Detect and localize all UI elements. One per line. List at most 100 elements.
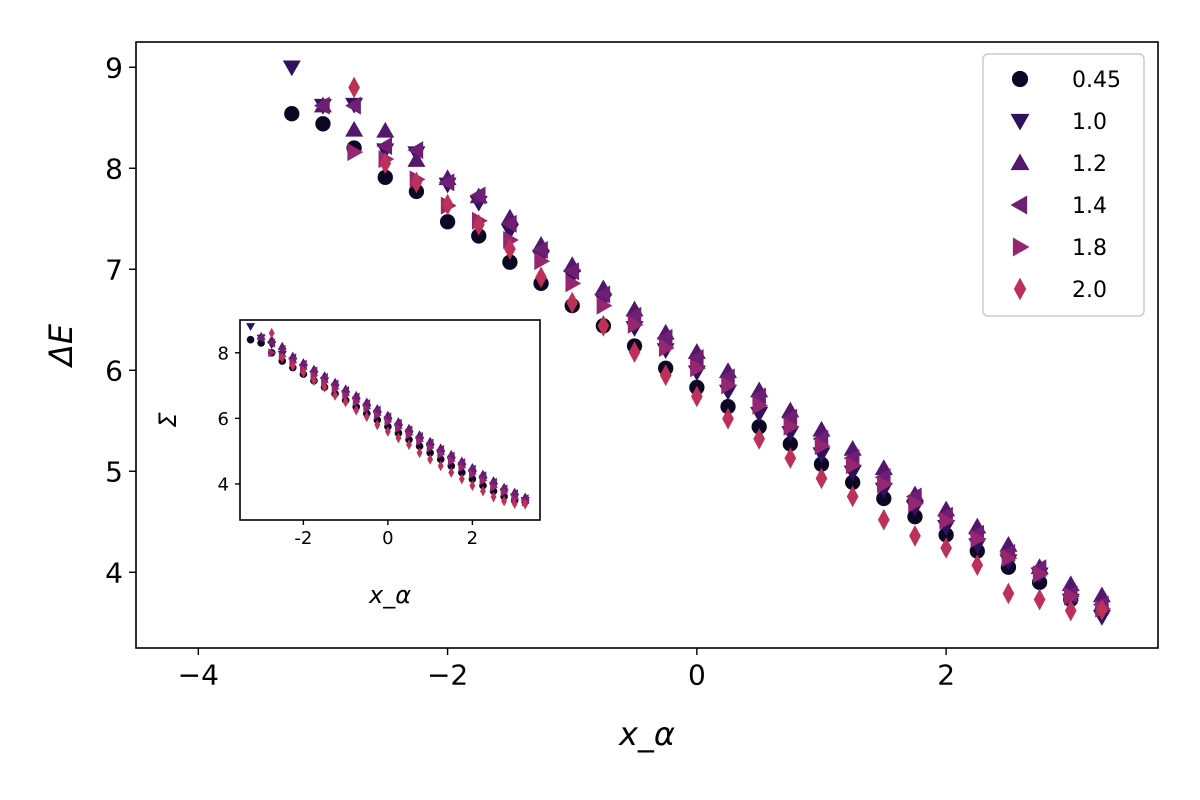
main-data-point (783, 417, 800, 436)
legend-label: 2.0 (1072, 278, 1107, 303)
inset-data-point (341, 385, 350, 395)
main-data-point (719, 368, 735, 387)
main-data-point (376, 137, 393, 156)
inset-data-point (415, 431, 423, 441)
inset-data-point (352, 397, 361, 407)
main-y-tick-label: 6 (105, 354, 123, 387)
inset-data-point (457, 458, 466, 468)
main-series-1.8 (347, 143, 1111, 618)
main-data-point (815, 467, 828, 490)
main-x-tick-label: 0 (688, 658, 706, 691)
inset-data-point (405, 430, 414, 440)
main-y-axis-label: ΔE (42, 323, 80, 369)
inset-data-point (448, 467, 455, 478)
inset-x-tick-label: 2 (467, 528, 478, 549)
main-data-point (535, 266, 547, 289)
inset-data-point (321, 381, 328, 393)
inset-y-tick-label: 4 (218, 474, 229, 495)
main-data-point (658, 339, 675, 358)
main-data-point (691, 385, 703, 408)
main-data-point (566, 291, 579, 314)
main-x-tick-label: −2 (427, 658, 468, 691)
inset-data-point (416, 436, 425, 446)
main-data-point (784, 447, 797, 469)
inset-data-point (332, 390, 338, 401)
legend-item: 2.0 (1013, 277, 1107, 303)
inset-data-point (363, 404, 372, 414)
main-data-point (1001, 549, 1018, 568)
main-data-point (722, 407, 734, 430)
inset-data-point (447, 456, 456, 466)
main-data-point (907, 509, 923, 525)
main-data-point (1033, 588, 1046, 611)
inset-data-point (351, 392, 360, 402)
legend-item: 1.8 (1012, 236, 1107, 261)
main-data-points (282, 60, 1111, 626)
main-data-point (563, 262, 579, 281)
main-data-point (377, 169, 393, 185)
inset-data-point (267, 338, 276, 348)
inset-data-point (372, 405, 381, 415)
inset-x-tick-label: 0 (382, 528, 393, 549)
inset-series-1.8 (268, 348, 530, 507)
inset-data-point (373, 410, 382, 420)
main-data-point (313, 96, 330, 115)
inset-data-point (277, 345, 286, 355)
inset-data-point (342, 390, 351, 400)
main-data-point (410, 171, 423, 194)
inset-data-point (353, 404, 360, 416)
main-data-point (687, 349, 704, 368)
inset-data-point (393, 418, 402, 428)
main-data-point (502, 254, 518, 270)
inset-data-point (467, 464, 476, 474)
inset-data-point (458, 463, 467, 473)
main-data-point (656, 328, 673, 347)
inset-data-point (480, 485, 486, 497)
inset-data-point (404, 425, 413, 435)
inset-plot: -2 0 2 4 6 8 x_α Σ (154, 319, 541, 609)
main-data-point (1064, 587, 1080, 606)
main-data-point (659, 364, 672, 387)
main-data-point (846, 485, 859, 508)
main-x-tick-label: −4 (178, 658, 219, 691)
inset-data-point (510, 489, 519, 499)
main-data-point (469, 186, 486, 205)
main-data-point (439, 214, 456, 230)
main-data-point (814, 437, 831, 455)
main-data-point (438, 173, 455, 192)
main-data-point (720, 398, 736, 415)
inset-data-point (363, 411, 370, 423)
legend-marker (1010, 195, 1028, 215)
inset-series-2.0 (268, 327, 529, 510)
main-data-point (441, 193, 454, 216)
main-data-point (750, 387, 766, 406)
main-data-point (1002, 582, 1015, 605)
legend-marker (1012, 237, 1030, 257)
inset-data-point (374, 419, 381, 431)
main-data-point (909, 525, 921, 547)
legend-marker (1013, 277, 1027, 301)
main-data-point (781, 408, 798, 427)
main-data-point (877, 475, 893, 494)
inset-data-point (437, 460, 444, 472)
main-data-point (376, 121, 395, 138)
inset-data-point (268, 327, 275, 339)
legend: 0.45 1.0 1.2 1.4 1.8 2.0 (982, 53, 1145, 317)
main-data-point (1032, 565, 1049, 584)
inset-data-point (406, 439, 412, 450)
inset-axes-frame (239, 319, 541, 521)
main-data-point (844, 474, 861, 491)
inset-data-point (309, 366, 318, 376)
inset-data-point (458, 473, 465, 485)
legend-label: 0.45 (1072, 68, 1121, 93)
inset-data-point (362, 399, 371, 409)
inset-data-point (279, 352, 286, 364)
main-plot: −4 −2 0 2 4 5 6 7 8 9 x_α ΔE (42, 41, 1159, 753)
main-data-point (845, 456, 862, 475)
main-data-point (534, 252, 551, 271)
main-series-2.0 (348, 76, 1108, 622)
main-x-axis-label: x_α (618, 715, 675, 753)
main-data-point (471, 228, 487, 244)
legend-marker (1010, 113, 1030, 131)
